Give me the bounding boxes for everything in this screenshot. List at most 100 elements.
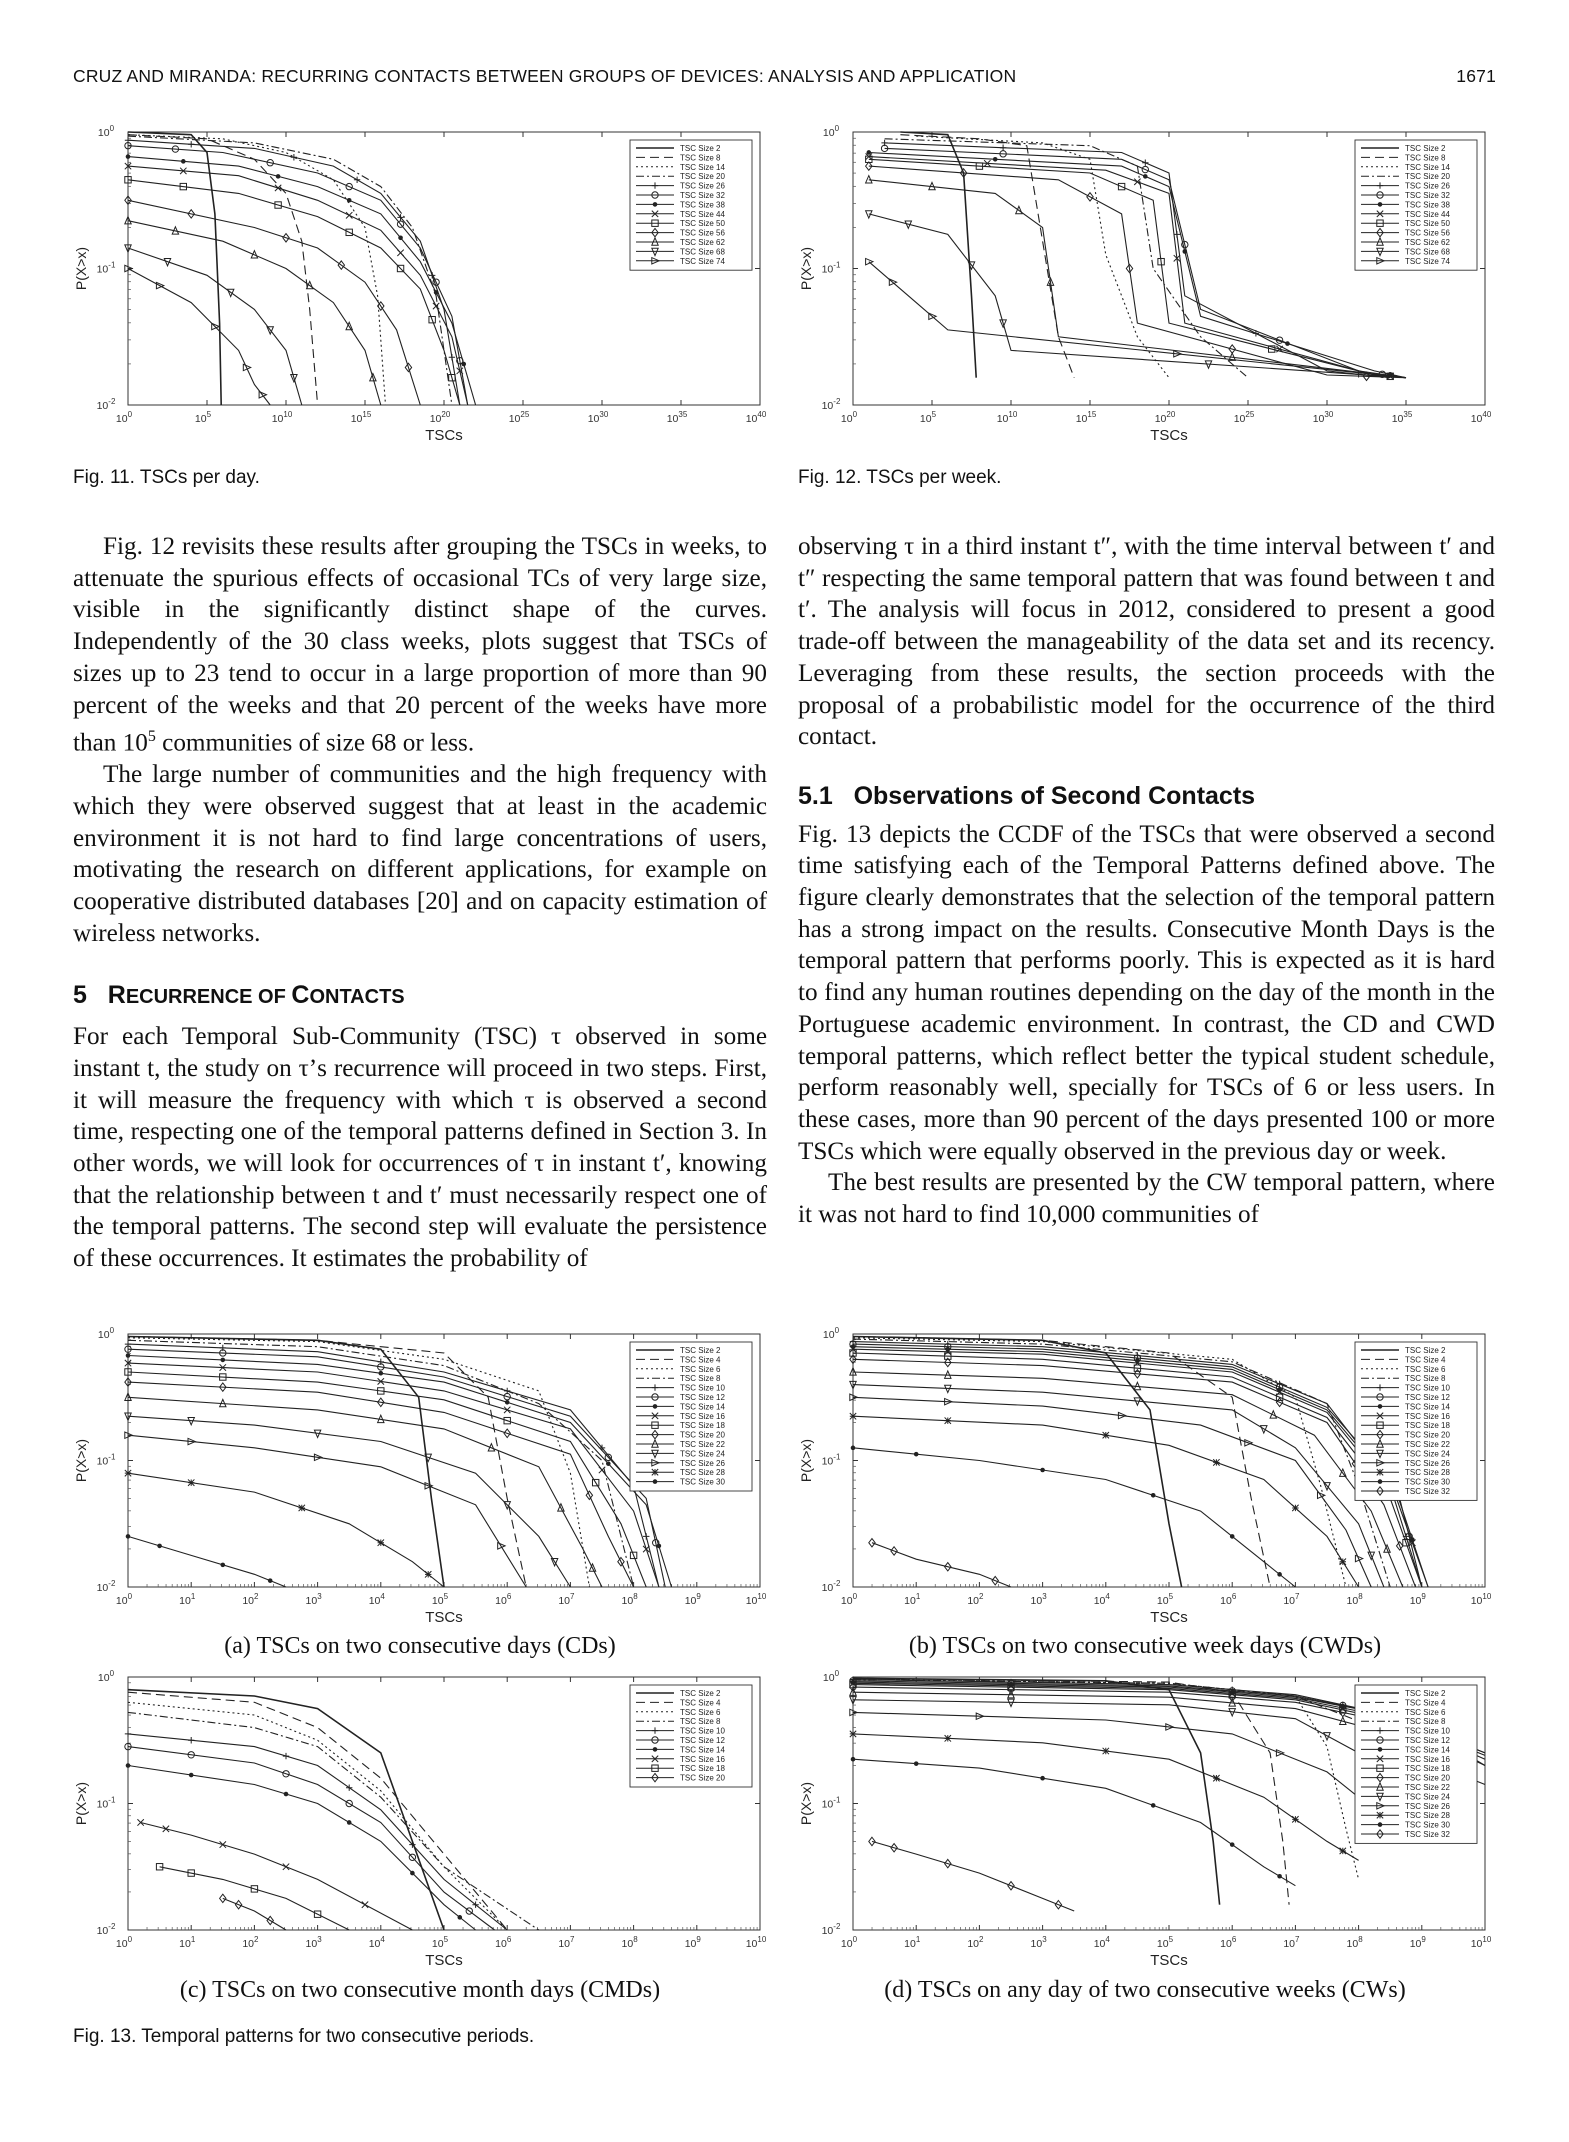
fig13c-series-line (159, 1866, 350, 1931)
fig13b-series-marker (1395, 1540, 1404, 1551)
fig12-legend-label: TSC Size 68 (1405, 247, 1450, 256)
fig13b-series-marker (1117, 1411, 1128, 1420)
fig13b-series-marker (849, 1349, 857, 1357)
fig13d-series-marker (1339, 1706, 1347, 1714)
fig13d-series-marker (1007, 1689, 1015, 1699)
fig13b-x-tick-label: 109 (1410, 1592, 1427, 1607)
fig13b-legend-label: TSC Size 20 (1405, 1431, 1450, 1440)
fig11-series-marker (171, 145, 180, 153)
fig12-series-marker (1182, 249, 1188, 254)
fig11-series-marker (433, 290, 439, 295)
fig13b-x-axis-label: TSCs (1150, 1609, 1188, 1626)
fig11-series-line (127, 131, 222, 406)
fig11-y-tick-label: 10-1 (97, 261, 116, 276)
fig13a-series-marker (550, 1558, 559, 1568)
fig13d-x-tick-label: 105 (1157, 1935, 1174, 1950)
fig12-legend-label: TSC Size 20 (1405, 172, 1450, 181)
fig13a-x-tick-label: 106 (495, 1592, 512, 1607)
fig13a-series-marker (503, 1501, 512, 1511)
fig12-series-line (884, 147, 1407, 379)
fig13b-series-marker (1102, 1431, 1110, 1439)
fig13b-series-marker (849, 1366, 857, 1376)
fig11-series-marker (448, 374, 456, 382)
fig12-caption: Fig. 12. TSCs per week. (798, 467, 1002, 488)
fig13a-chart: 100 101 102 103 104 105 106 107 108 109 1010 10-2 10… (70, 1322, 770, 1642)
fig13c-series-marker (124, 1742, 132, 1751)
fig11-series-marker (187, 208, 196, 219)
fig13c-series-marker (124, 1730, 132, 1738)
right-text-column: observing τ in a third instant t″, with … (798, 531, 1495, 1231)
fig13d-series-marker (849, 1708, 859, 1717)
fig13a-series-marker (487, 1442, 496, 1452)
fig13a-series-marker (497, 1541, 507, 1550)
fig12-series-marker (1173, 349, 1183, 358)
fig13d-legend-marker (1376, 1764, 1384, 1772)
fig13a-series-marker (187, 1479, 195, 1487)
fig12-x-tick-label: 1015 (1076, 410, 1097, 425)
fig11-legend-label: TSC Size 68 (680, 247, 725, 256)
fig13a-series-marker (219, 1349, 227, 1357)
fig13b-series-marker (849, 1412, 857, 1420)
fig13b-legend-label: TSC Size 32 (1405, 1487, 1450, 1496)
fig13a-y-tick-label: 10-1 (97, 1453, 116, 1468)
right-paragraph-2: Fig. 13 depicts the CCDF of the TSCs tha… (798, 820, 1495, 1165)
fig13d-series-marker (1228, 1708, 1237, 1718)
fig12-series-marker (864, 210, 873, 220)
fig13b-series-marker (849, 1345, 857, 1353)
fig13a-series-marker (656, 1543, 662, 1549)
fig12-legend-marker (1377, 202, 1383, 207)
fig12-series-marker (1173, 254, 1181, 262)
fig13a-series-line (127, 1415, 571, 1588)
fig13d-series-marker (1228, 1692, 1237, 1703)
fig12-x-tick-label: 1030 (1313, 410, 1334, 425)
fig11-legend-marker (651, 182, 659, 189)
fig13c-series-marker (282, 1770, 290, 1778)
fig13a-series-marker (378, 1370, 384, 1376)
fig13b-legend-label: TSC Size 4 (1405, 1355, 1446, 1364)
fig13c-series-line (127, 1733, 508, 1931)
fig13d-legend-marker (1376, 1811, 1384, 1819)
fig12-legend-label: TSC Size 2 (1405, 144, 1446, 153)
fig13b-series-marker (1150, 1492, 1156, 1498)
fig13a-legend-marker (651, 1384, 659, 1391)
fig13a-legend-label: TSC Size 28 (680, 1468, 725, 1477)
fig13b-legend-label: TSC Size 14 (1405, 1402, 1450, 1411)
fig11-series-marker (456, 367, 464, 375)
fig13b-chart: 100 101 102 103 104 105 106 107 108 109 1010 10-2 10… (795, 1322, 1495, 1642)
fig13b-legend-label: TSC Size 24 (1405, 1449, 1450, 1458)
fig12-legend-label: TSC Size 14 (1405, 163, 1450, 172)
fig13a-series-line (127, 1335, 527, 1588)
fig13c-x-tick-label: 109 (685, 1935, 702, 1950)
fig13a-series-marker (503, 1416, 511, 1425)
fig13a-series-marker (643, 1533, 650, 1540)
fig12-series-marker (1228, 351, 1237, 361)
fig12-series-line (868, 151, 1407, 379)
fig11-series-marker (282, 232, 290, 243)
fig13d-series-marker (849, 1682, 857, 1693)
fig13b-legend-marker (1376, 1421, 1384, 1429)
fig13b-series-line (852, 1352, 1423, 1588)
fig13c-series-marker (234, 1899, 243, 1910)
fig13c-series-marker (346, 1820, 352, 1825)
fig13b-legend-marker (1376, 1449, 1384, 1459)
fig12-series-marker (992, 157, 998, 162)
fig13c-series-line (127, 1746, 495, 1931)
fig12-series-marker (1117, 182, 1126, 191)
fig13a-legend-marker (651, 1421, 659, 1429)
left-paragraph-3: For each Temporal Sub-Community (TSC) τ … (73, 1023, 767, 1273)
fig11-series-line (127, 268, 271, 406)
fig13b-series-marker (944, 1352, 952, 1360)
fig13c-legend-label: TSC Size 14 (680, 1745, 725, 1754)
fig13b-series-marker (850, 1445, 856, 1451)
fig13a-y-tick-label: 10-2 (97, 1579, 116, 1594)
fig13a-x-tick-label: 107 (558, 1592, 575, 1607)
fig11-series-marker (305, 280, 314, 290)
fig13d-series-line (852, 1677, 1221, 1905)
page-number: 1671 (1456, 66, 1496, 86)
fig13d-legend-marker (1376, 1828, 1384, 1840)
fig13d-legend-marker (1377, 1822, 1383, 1827)
fig13a-series-marker (219, 1363, 227, 1372)
fig13a-series-line (127, 1434, 527, 1588)
fig13d-series-marker (1228, 1697, 1237, 1707)
fig11-series-line (127, 165, 469, 406)
